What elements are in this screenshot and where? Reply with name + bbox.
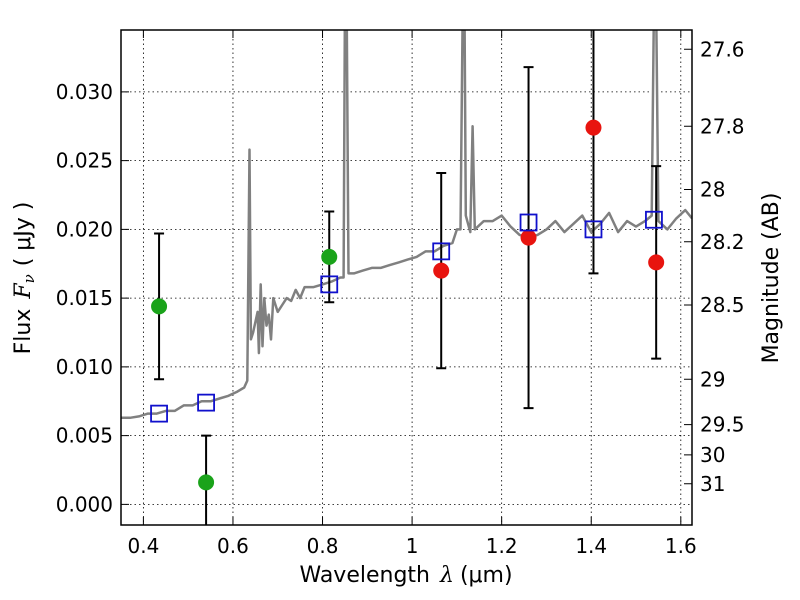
y2-tick-label: 29 <box>700 367 725 391</box>
x-axis: 0.4 0.6 0.8 1 1.2 1.4 1.6 <box>127 30 697 558</box>
x-axis-label-symbol: λ <box>439 563 454 588</box>
x-axis-label-unit: (μm) <box>460 563 513 588</box>
x-axis-label: Wavelength λ (μm) <box>299 563 512 588</box>
error-bars <box>150 30 665 525</box>
y-tick-label: 0.030 <box>56 80 113 104</box>
y-axis-label-unit: ( μJy ) <box>11 202 36 267</box>
model-spectrum-line <box>121 30 692 420</box>
model-band-square <box>432 242 451 261</box>
model-band-square <box>519 213 538 232</box>
y2-tick-label: 29.5 <box>700 413 745 437</box>
y-axis-label-symbol: F <box>11 283 36 300</box>
y2-tick-label: 27.6 <box>700 37 745 61</box>
y2-tick-label: 27.8 <box>700 114 745 138</box>
x-tick-label: 0.4 <box>127 534 159 558</box>
y2-tick-label: 28 <box>700 178 725 202</box>
green-data-point <box>198 474 215 491</box>
y-tick-label: 0.025 <box>56 149 113 173</box>
green-data-point <box>151 298 168 315</box>
y-axis-label: Flux Fν ( μJy ) <box>11 202 38 355</box>
y-axis: 0.000 0.005 0.010 0.015 0.020 0.025 0.030 <box>56 80 129 516</box>
x-tick-label: 1.4 <box>575 534 607 558</box>
y2-axis-label: Magnitude (AB) <box>759 193 784 364</box>
red-data-point <box>433 262 450 279</box>
y-tick-label: 0.015 <box>56 286 113 310</box>
red-data-point <box>585 119 602 136</box>
x-tick-label: 1.6 <box>665 534 697 558</box>
x-tick-label: 1 <box>406 534 419 558</box>
model-band-square <box>320 275 339 294</box>
x-axis-label-text: Wavelength <box>299 563 430 588</box>
x-tick-label: 0.8 <box>307 534 339 558</box>
y2-tick-label: 28.5 <box>700 293 745 317</box>
green-data-point <box>321 248 338 265</box>
y2-tick-label: 31 <box>700 472 725 496</box>
data-marks <box>121 30 692 420</box>
model-band-square <box>584 220 603 239</box>
y-tick-label: 0.020 <box>56 217 113 241</box>
red-data-point <box>648 254 665 271</box>
plot-background <box>121 30 692 525</box>
y-tick-label: 0.005 <box>56 424 113 448</box>
model-band-square <box>150 404 168 423</box>
model-band-square <box>645 210 663 229</box>
y-axis-label-subscript: ν <box>20 274 38 283</box>
grid-lines <box>121 30 692 525</box>
y2-tick-label: 28.2 <box>700 230 745 254</box>
x-tick-label: 0.6 <box>217 534 249 558</box>
y-tick-label: 0.010 <box>56 355 113 379</box>
y2-axis: 27.6 27.8 28 28.2 28.5 29 29.5 30 31 <box>684 37 745 496</box>
y2-tick-label: 30 <box>700 443 725 467</box>
model-band-square <box>197 393 215 412</box>
y-tick-label: 0.000 <box>56 492 113 516</box>
plot-frame <box>120 29 693 526</box>
red-data-point <box>520 229 537 246</box>
x-tick-label: 1.2 <box>486 534 518 558</box>
y-axis-label-text: Flux <box>11 309 36 355</box>
